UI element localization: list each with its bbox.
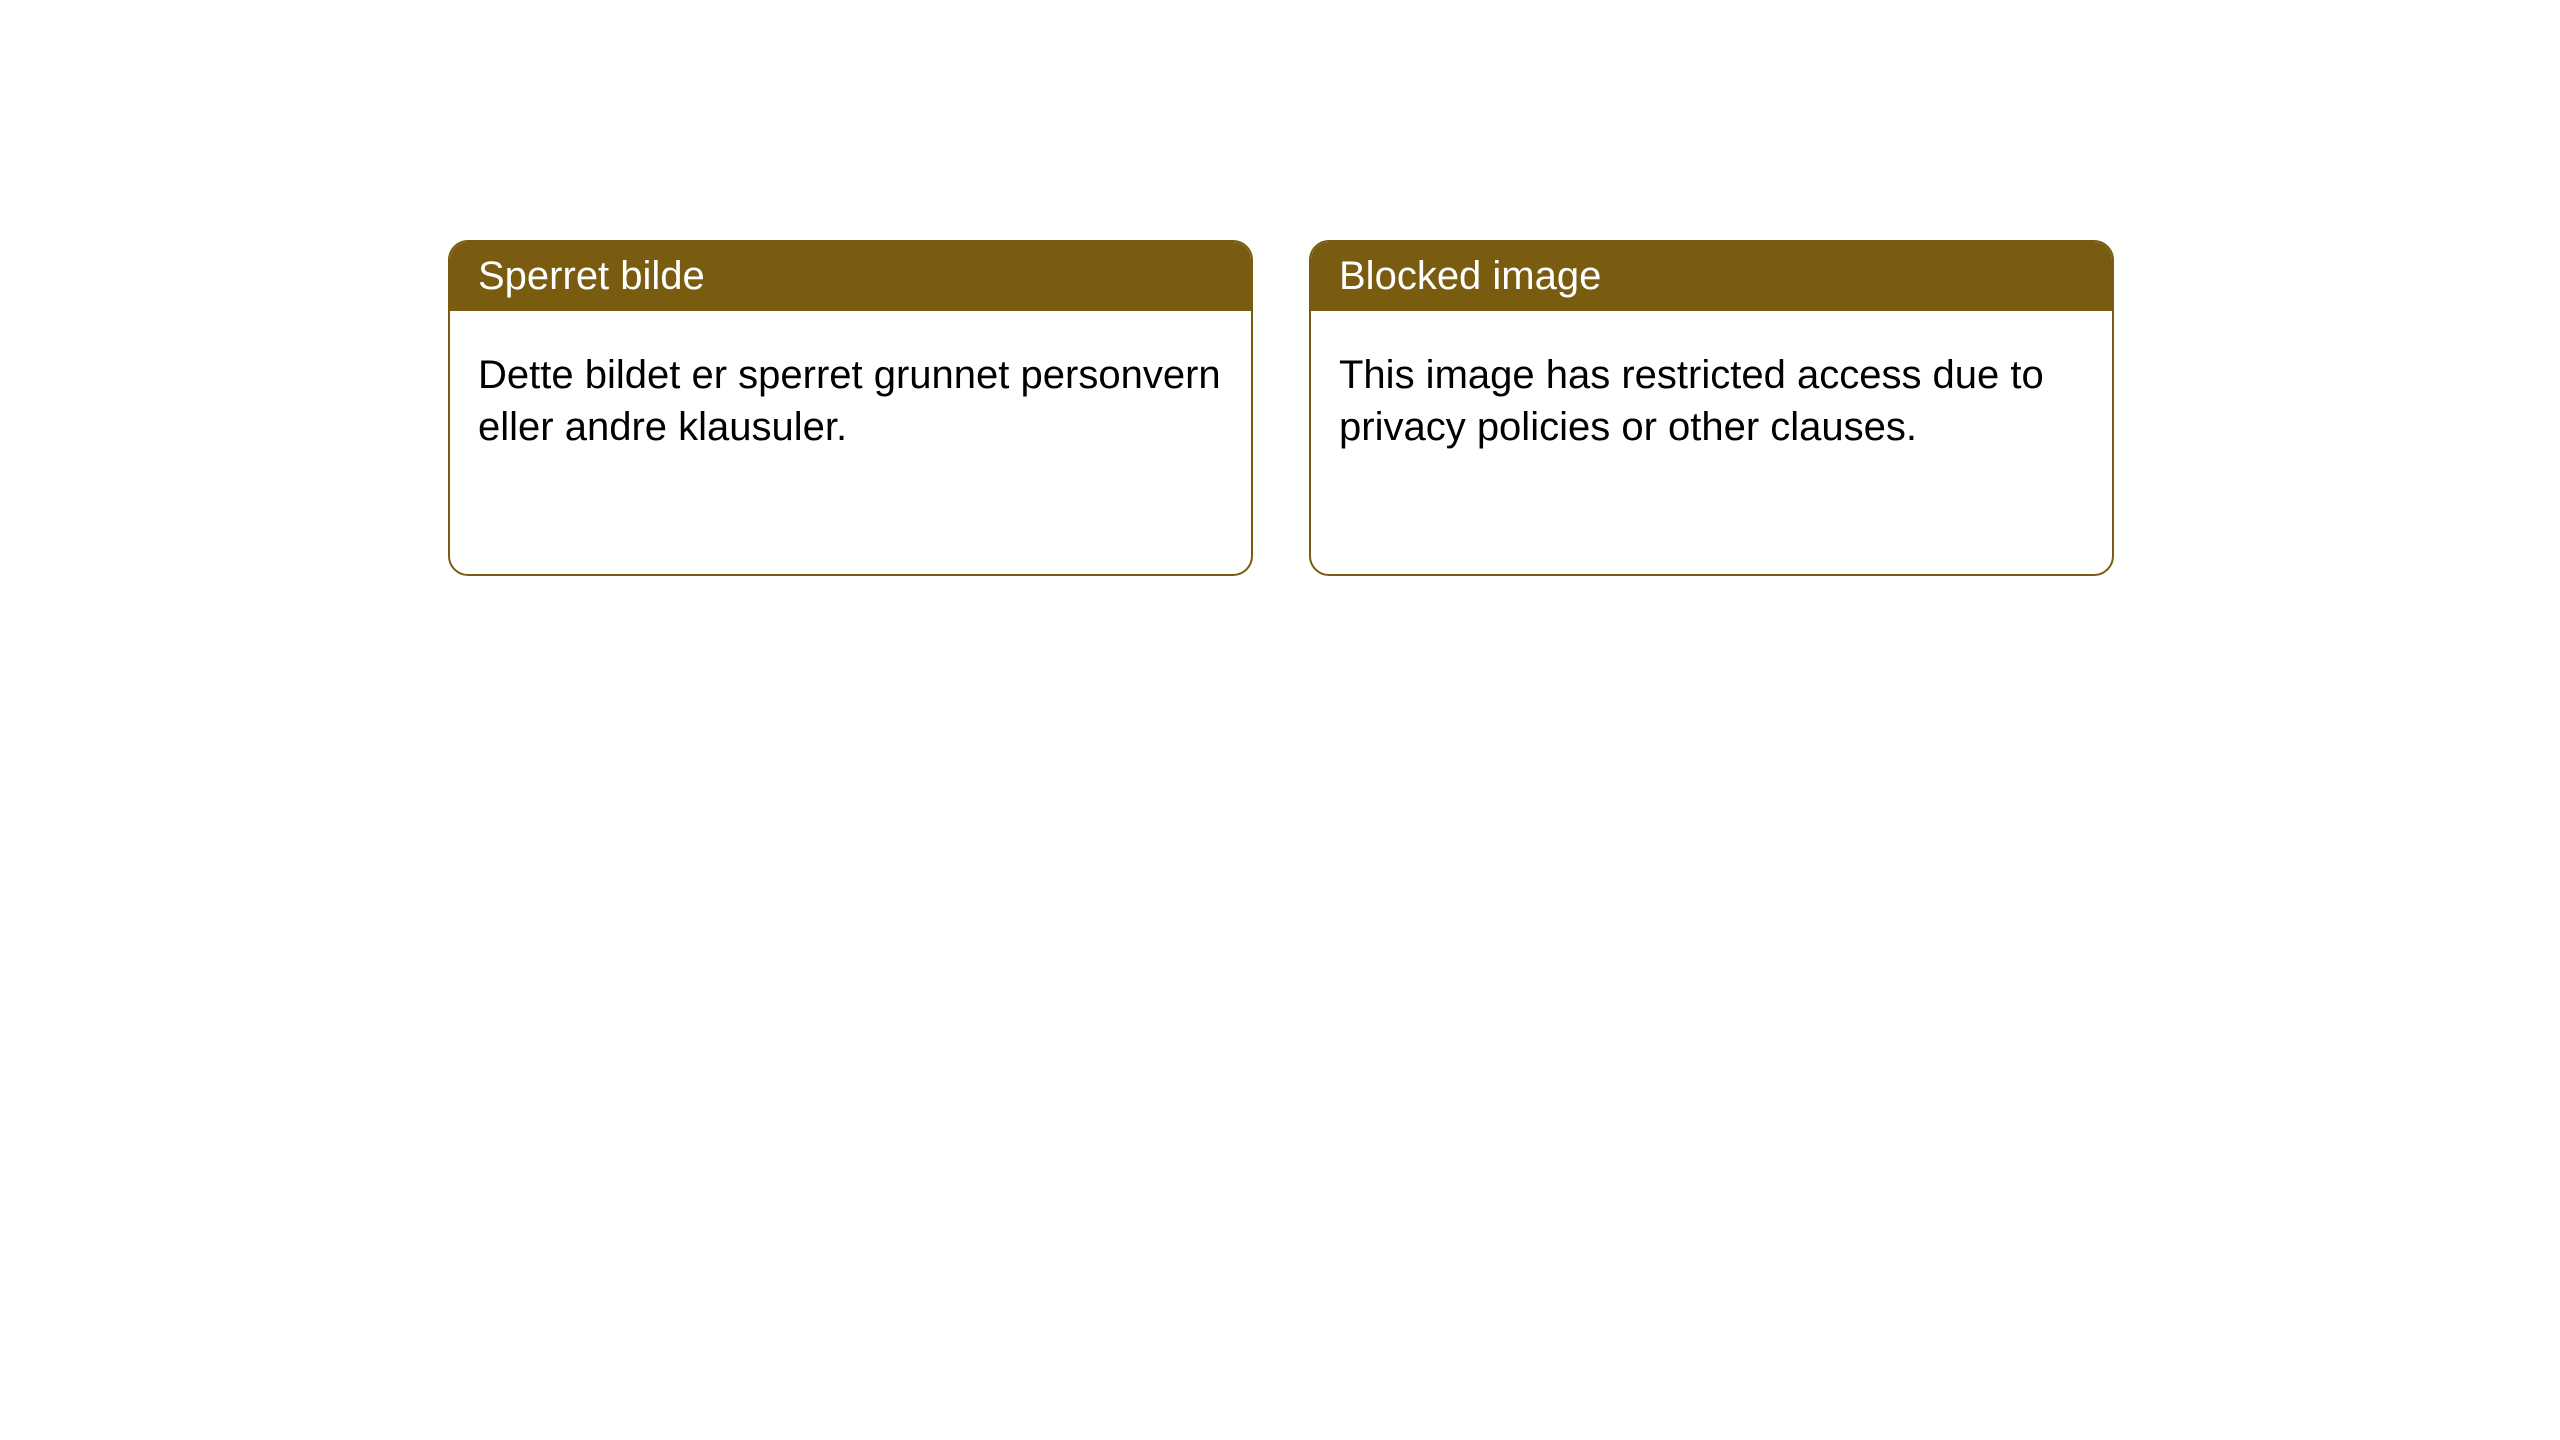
card-body-text: Dette bildet er sperret grunnet personve… <box>478 353 1221 449</box>
card-body-text: This image has restricted access due to … <box>1339 353 2044 449</box>
card-header: Blocked image <box>1311 242 2112 311</box>
card-title: Sperret bilde <box>478 254 705 298</box>
blocked-image-card-no: Sperret bilde Dette bildet er sperret gr… <box>448 240 1253 576</box>
blocked-image-card-en: Blocked image This image has restricted … <box>1309 240 2114 576</box>
card-title: Blocked image <box>1339 254 1601 298</box>
card-header: Sperret bilde <box>450 242 1251 311</box>
card-body: This image has restricted access due to … <box>1311 311 2112 491</box>
card-body: Dette bildet er sperret grunnet personve… <box>450 311 1251 491</box>
cards-container: Sperret bilde Dette bildet er sperret gr… <box>0 0 2560 576</box>
